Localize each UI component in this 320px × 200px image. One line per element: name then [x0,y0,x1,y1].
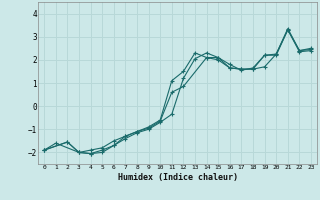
X-axis label: Humidex (Indice chaleur): Humidex (Indice chaleur) [118,173,238,182]
